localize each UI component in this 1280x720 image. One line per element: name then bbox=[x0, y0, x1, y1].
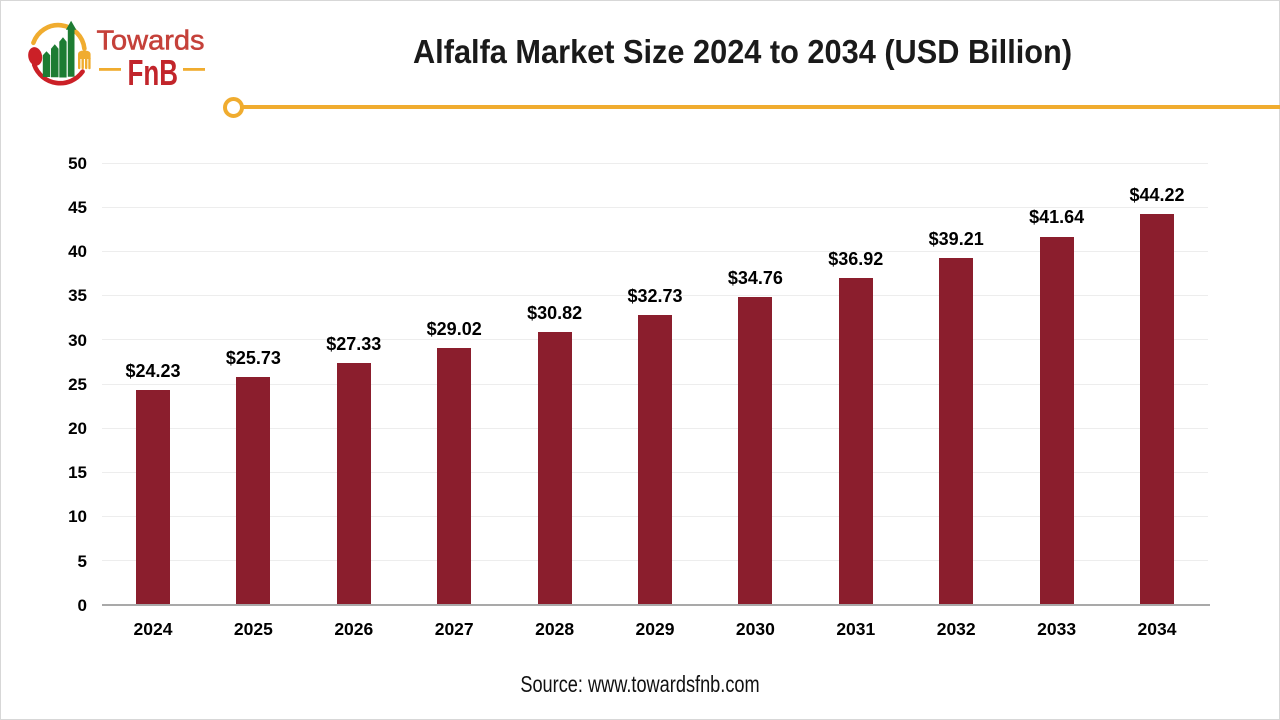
svg-text:Towards: Towards bbox=[97, 25, 205, 56]
svg-text:FnB: FnB bbox=[128, 52, 179, 93]
